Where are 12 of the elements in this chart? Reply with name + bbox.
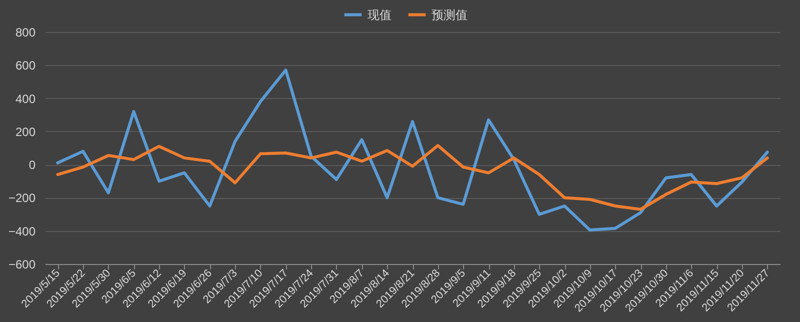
legend-label: 预测值 (432, 8, 468, 22)
y-tick-label: 200 (15, 124, 36, 139)
y-tick-label: 600 (15, 58, 36, 73)
y-tick-label: −600 (8, 258, 36, 272)
y-tick-label: 0 (28, 158, 36, 172)
y-tick-label: 400 (15, 92, 36, 106)
legend-label: 现值 (368, 8, 392, 22)
line-series (56, 144, 769, 211)
y-tick-label: −200 (8, 191, 36, 206)
y-tick-label: −400 (8, 224, 36, 238)
line-series (56, 68, 769, 232)
y-tick-label: 800 (15, 26, 36, 40)
